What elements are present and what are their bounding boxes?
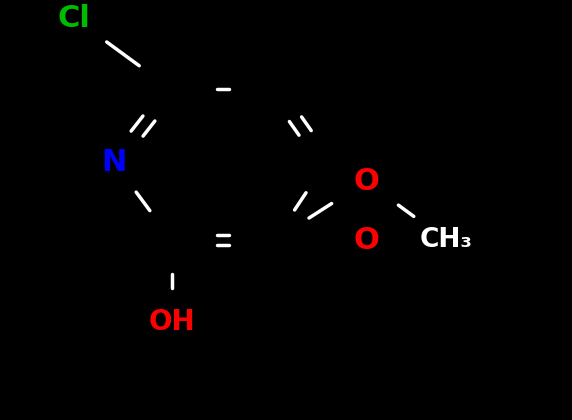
- Text: Cl: Cl: [58, 4, 91, 33]
- Text: CH₃: CH₃: [420, 227, 472, 253]
- Text: O: O: [353, 167, 379, 196]
- Text: N: N: [102, 148, 127, 177]
- Text: OH: OH: [148, 308, 195, 336]
- Text: O: O: [353, 226, 379, 255]
